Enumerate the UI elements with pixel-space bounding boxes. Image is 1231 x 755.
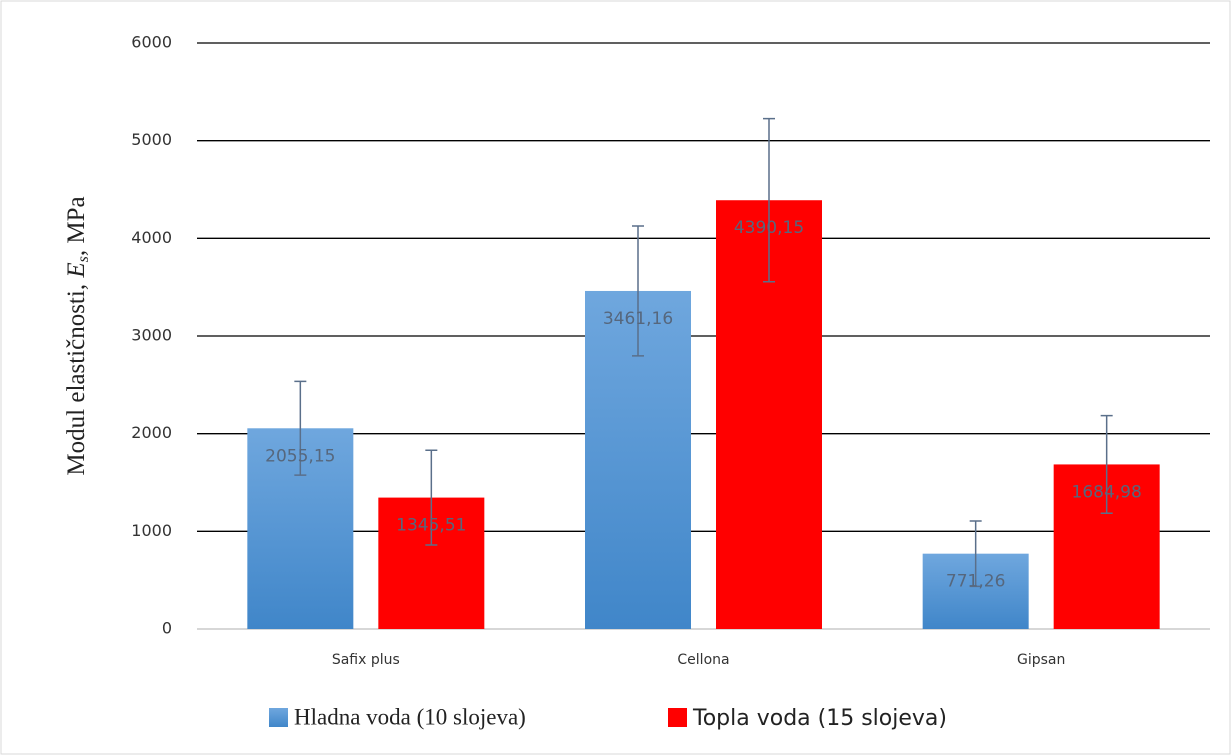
x-tick-label: Cellona <box>677 652 729 668</box>
y-tick-label: 0 <box>162 619 172 638</box>
y-label-symbol: E <box>63 262 90 278</box>
error-bar <box>763 117 775 283</box>
legend-label: Topla voda (15 slojeva) <box>692 706 947 731</box>
y-axis-label: Modul elastičnosti, Es, MPa <box>63 196 92 475</box>
legend-swatch <box>668 708 687 727</box>
value-label: 1345,51 <box>396 516 466 536</box>
x-tick-label: Safix plus <box>332 652 400 668</box>
value-label: 1684,98 <box>1072 482 1142 502</box>
y-tick-label: 1000 <box>131 521 172 540</box>
error-bar <box>425 449 438 546</box>
value-label: 4390,15 <box>734 218 804 238</box>
legend-swatch <box>269 708 288 727</box>
x-tick-label: Gipsan <box>1017 652 1065 668</box>
y-tick-label: 4000 <box>131 228 172 247</box>
y-label-text: Modul elastičnosti, <box>63 278 90 476</box>
error-bar <box>632 225 644 357</box>
error-bar <box>1100 414 1113 515</box>
y-tick-label: 2000 <box>131 423 172 442</box>
y-tick-label: 5000 <box>131 130 172 149</box>
value-label: 771,26 <box>946 572 1005 592</box>
error-bar <box>969 520 982 588</box>
y-tick-label: 3000 <box>131 326 172 345</box>
y-tick-label: 6000 <box>131 33 172 52</box>
value-label: 2055,15 <box>265 446 335 466</box>
y-label-unit: , MPa <box>63 196 90 256</box>
y-label-subscript: s <box>75 256 92 262</box>
error-bar <box>294 380 307 476</box>
legend-label: Hladna voda (10 slojeva) <box>294 704 526 729</box>
value-label: 3461,16 <box>603 309 673 329</box>
